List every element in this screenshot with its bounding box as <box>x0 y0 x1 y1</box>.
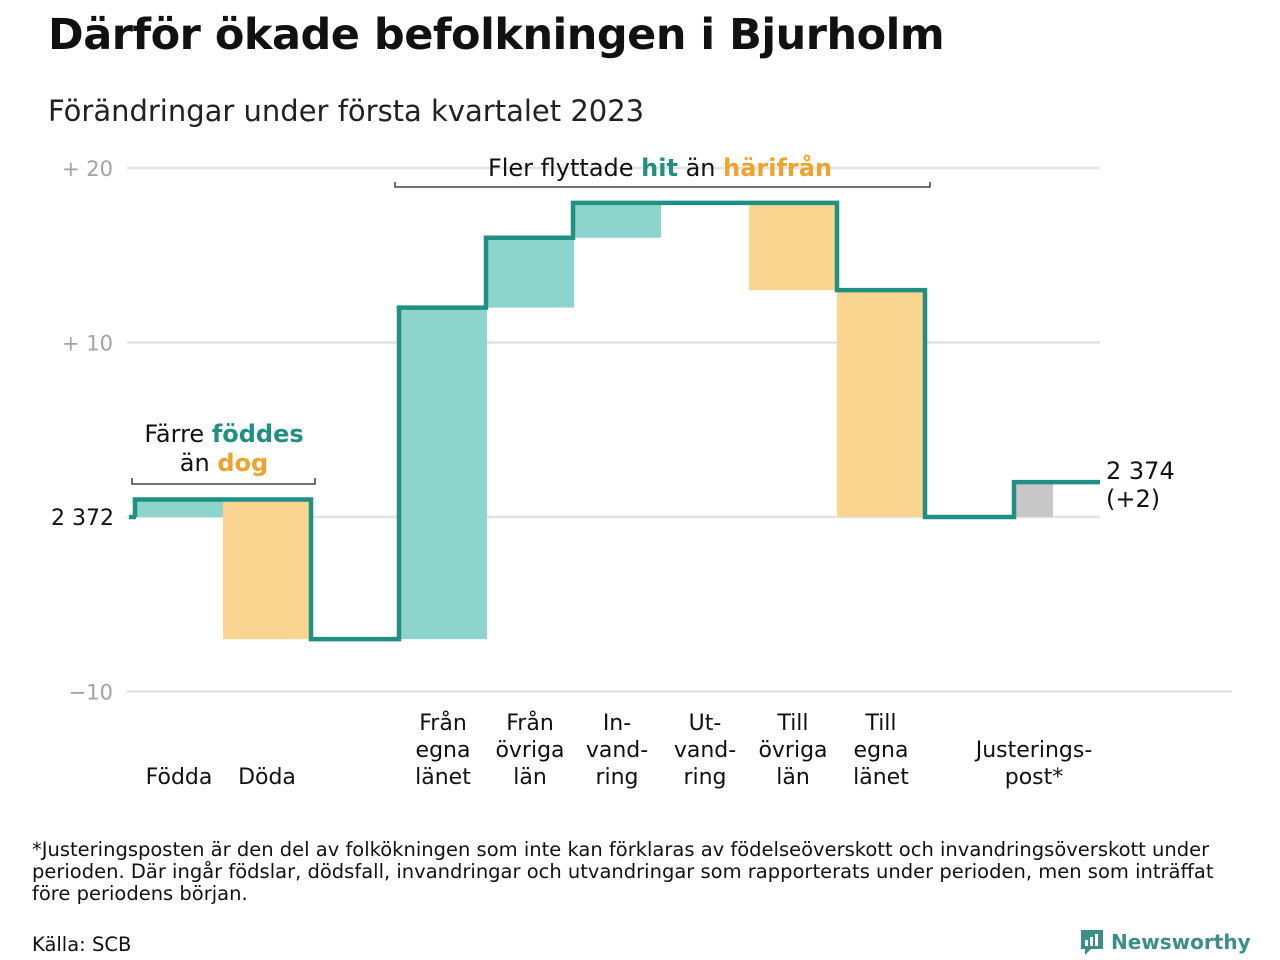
y-tick-label: −10 <box>69 681 113 705</box>
annotation-births-bracket <box>131 478 316 485</box>
chart-subtitle: Förändringar under första kvartalet 2023 <box>48 94 645 128</box>
baseline-label: 2 372 <box>51 506 114 531</box>
footnote: *Justeringsposten är den del av folkökni… <box>32 838 1214 905</box>
chart-title: Därför ökade befolkningen i Bjurholm <box>48 10 945 60</box>
step-line-group <box>129 200 1100 642</box>
chart-logo-icon <box>1081 930 1103 955</box>
x-label-till-egna-lanet: Till egna länet <box>853 711 909 790</box>
x-label-invandring: In-vand-ring <box>586 711 648 790</box>
x-label-utvandring: Ut-vand-ring <box>674 711 736 790</box>
bar-doda <box>223 499 311 640</box>
y-axis-ticks: + 20 + 10 −10 2 372 <box>51 157 114 705</box>
annotation-migration: Fler flyttade hit än härifrån <box>488 153 832 182</box>
annotation-births: Färre föddes än dog <box>144 420 303 477</box>
bars <box>135 202 1053 640</box>
x-label-till-ovriga-lan: Till övriga län <box>758 711 827 790</box>
bar-till-ovriga-lan <box>749 202 837 291</box>
x-label-fran-ovriga-lan: Från övriga län <box>495 710 564 790</box>
x-label-fodda: Födda <box>146 765 213 790</box>
bar-fodda <box>135 499 223 517</box>
annotations: 2 374(+2) Färre föddes än dog Fler flyttade… <box>131 153 1175 513</box>
source-note: Källa: SCB <box>32 933 132 956</box>
x-label-justeringspost: Justerings-post* <box>974 738 1093 790</box>
bar-justeringspost <box>1014 482 1053 517</box>
bar-invandring <box>573 202 661 238</box>
x-axis-labels: Födda Döda Från egna länet Från övriga län In-va… <box>146 710 1093 790</box>
x-label-doda: Döda <box>238 765 296 790</box>
end-value-label: 2 374 <box>1106 457 1175 485</box>
brand-logo: Newsworthy <box>1079 928 1251 956</box>
brand-name: Newsworthy <box>1111 930 1251 954</box>
y-tick-label: + 10 <box>62 332 113 356</box>
x-label-fran-egna-lanet: Från egna länet <box>415 710 471 790</box>
step-line <box>129 200 1100 642</box>
end-change-label: (+2) <box>1106 485 1160 513</box>
annotation-migration-bracket <box>394 182 931 188</box>
bar-till-egna-lanet <box>837 290 925 517</box>
bar-fran-ovriga-lan <box>486 237 574 308</box>
bar-fran-egna-lanet <box>399 307 487 640</box>
y-tick-label: + 20 <box>62 157 113 181</box>
